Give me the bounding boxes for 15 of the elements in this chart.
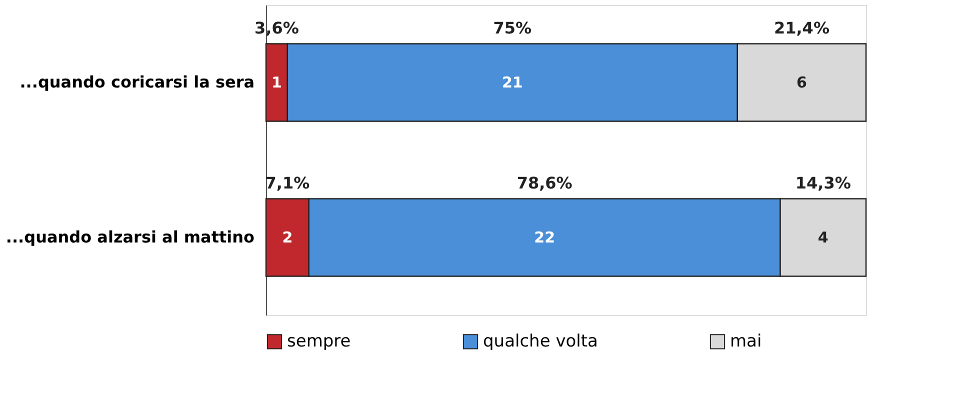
legend-label: sempre: [287, 332, 351, 352]
data-label: 4: [818, 228, 828, 246]
annotation: 14,3%: [795, 174, 851, 192]
annotation: 78,6%: [516, 174, 572, 192]
data-label: 21: [502, 74, 523, 92]
data-label: 22: [534, 228, 556, 246]
data-label: 1: [271, 74, 282, 92]
annotation: 75%: [493, 18, 532, 38]
annotation: 21,4%: [774, 18, 830, 38]
y-tick-label: ...quando alzarsi al mattino: [6, 228, 255, 246]
data-label: 2: [282, 228, 293, 246]
y-tick-label: ...quando coricarsi la sera: [20, 72, 254, 92]
legend-label: mai: [730, 332, 762, 352]
legend-label: qualche volta: [483, 332, 598, 352]
data-label: 6: [796, 74, 807, 92]
